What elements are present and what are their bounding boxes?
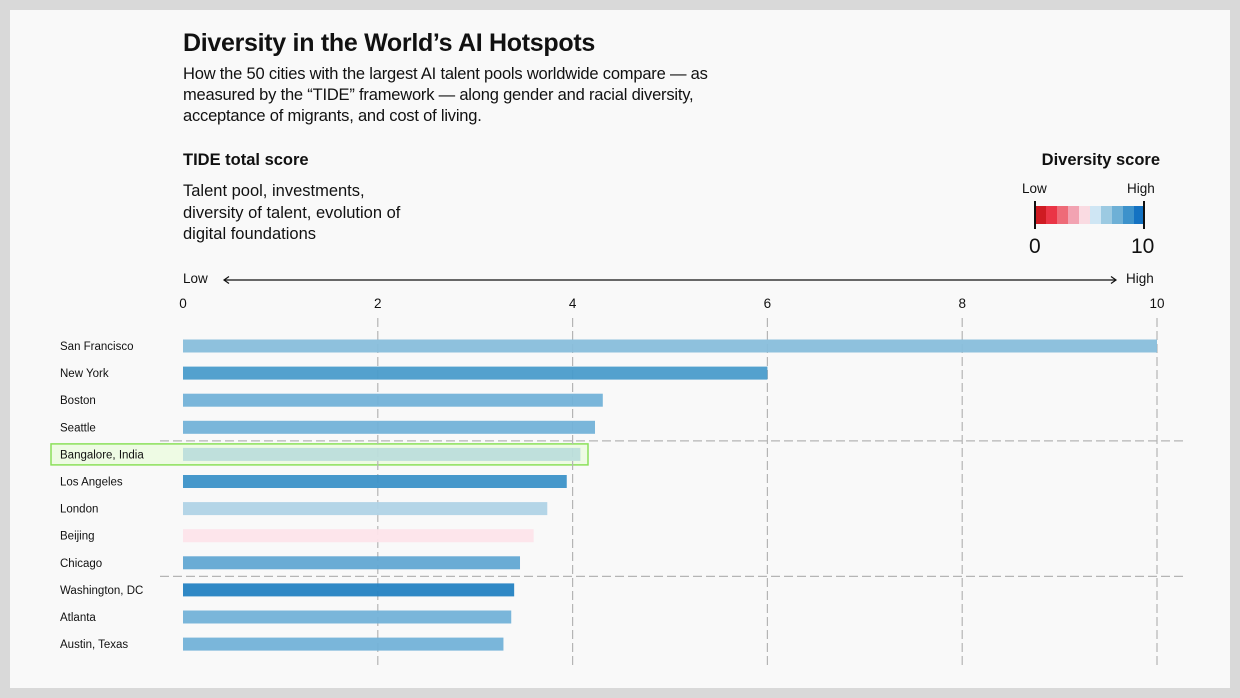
x-tick-label-0: 0: [179, 296, 187, 311]
bar-los-angeles[interactable]: [183, 475, 567, 488]
bar-austin-texas[interactable]: [183, 637, 504, 651]
city-label-atlanta: Atlanta: [60, 612, 96, 624]
bar-beijing[interactable]: [183, 529, 534, 543]
legend-swatch-6: [1101, 206, 1112, 224]
legend-low-label: Low: [1022, 181, 1047, 196]
bar-boston[interactable]: [183, 393, 603, 407]
legend-title: Diversity score: [1041, 151, 1160, 169]
city-label-new-york: New York: [60, 368, 109, 380]
chart-title: Diversity in the World’s AI Hotspots: [183, 29, 595, 57]
legend-min-value: 0: [1029, 235, 1041, 258]
chart-subtitle: How the 50 cities with the largest AI ta…: [183, 65, 708, 125]
bar-washington-dc[interactable]: [183, 583, 515, 597]
city-label-bangalore-india: Bangalore, India: [60, 449, 144, 461]
bar-san-francisco[interactable]: [183, 339, 1157, 353]
legend-swatch-9: [1134, 206, 1145, 224]
legend-swatch-5: [1090, 206, 1101, 224]
legend-swatch-2: [1057, 206, 1068, 224]
legend-swatch-7: [1112, 206, 1123, 224]
city-label-washington-dc: Washington, DC: [60, 585, 143, 597]
city-label-beijing: Beijing: [60, 531, 95, 543]
city-label-chicago: Chicago: [60, 558, 102, 570]
legend-swatch-0: [1035, 206, 1046, 224]
legend-swatch-3: [1068, 206, 1079, 224]
legend-swatch-4: [1079, 206, 1090, 224]
x-tick-label-8: 8: [958, 296, 966, 311]
bar-bangalore-india[interactable]: [183, 447, 581, 461]
legend-max-tick: [1143, 201, 1145, 229]
legend-color-scale: [1035, 206, 1145, 224]
bar-chicago[interactable]: [183, 556, 521, 570]
low-high-arrow: [222, 276, 1118, 284]
x-tick-label-10: 10: [1149, 296, 1164, 311]
bar-new-york[interactable]: [183, 366, 768, 380]
x-tick-label-6: 6: [764, 296, 772, 311]
tide-heading: TIDE total score: [183, 151, 309, 169]
legend-min-tick: [1034, 201, 1036, 229]
x-tick-label-4: 4: [569, 296, 577, 311]
legend-high-label: High: [1127, 181, 1155, 196]
bar-atlanta[interactable]: [183, 610, 512, 624]
tide-description: Talent pool, investments, diversity of t…: [183, 182, 401, 243]
legend-swatch-1: [1046, 206, 1057, 224]
axis-high-label: High: [1126, 271, 1154, 286]
city-label-london: London: [60, 504, 98, 516]
city-label-los-angeles: Los Angeles: [60, 477, 123, 489]
bar-seattle[interactable]: [183, 420, 596, 434]
city-label-boston: Boston: [60, 395, 96, 407]
axis-low-label: Low: [183, 271, 208, 286]
bar-london[interactable]: [183, 502, 548, 516]
x-tick-label-2: 2: [374, 296, 382, 311]
city-label-austin-texas: Austin, Texas: [60, 639, 128, 651]
city-label-seattle: Seattle: [60, 422, 96, 434]
city-label-san-francisco: San Francisco: [60, 341, 134, 353]
legend-max-value: 10: [1131, 235, 1155, 258]
legend-swatch-8: [1123, 206, 1134, 224]
